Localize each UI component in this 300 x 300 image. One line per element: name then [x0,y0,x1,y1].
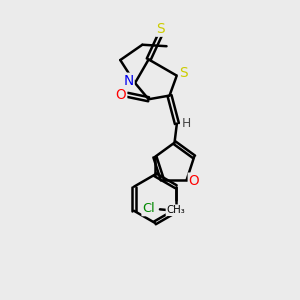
Text: S: S [156,22,165,36]
Text: H: H [182,117,191,130]
Text: O: O [189,174,199,188]
Text: S: S [179,66,188,80]
Text: O: O [116,88,126,102]
Text: Cl: Cl [142,202,155,215]
Text: N: N [123,74,134,88]
Text: CH₃: CH₃ [167,205,185,215]
